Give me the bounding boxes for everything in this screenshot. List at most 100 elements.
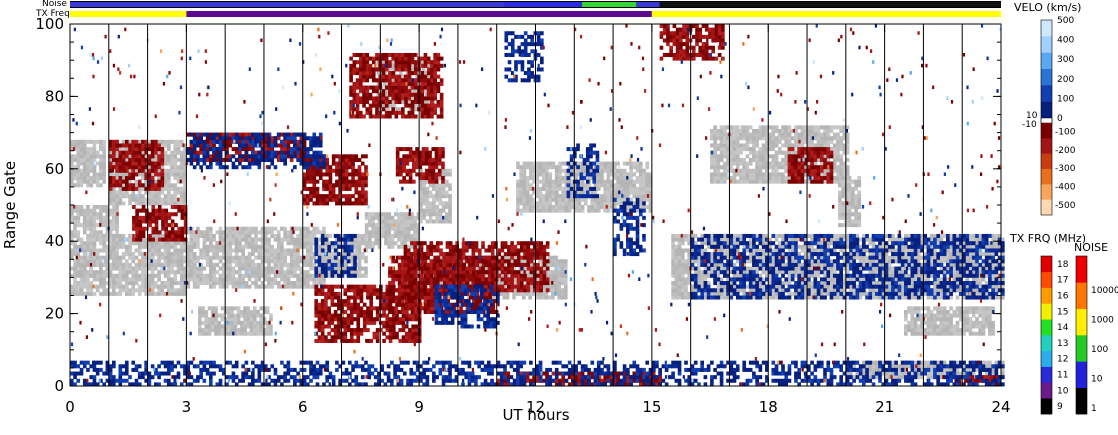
echo-cell — [849, 288, 853, 293]
echo-cell — [929, 237, 934, 242]
echo-cell — [810, 281, 814, 286]
echo-cell — [719, 262, 724, 267]
echo-cell — [703, 248, 708, 253]
echo-cell — [742, 262, 747, 267]
echo-cell — [99, 273, 103, 278]
echo-cell — [318, 237, 323, 242]
echo-cell — [305, 273, 310, 278]
echo-cell — [209, 226, 213, 231]
echo-cell — [205, 281, 210, 286]
echo-cell — [674, 233, 679, 238]
echo-cell — [781, 252, 785, 257]
echo-cell — [351, 255, 355, 260]
echo-cell — [547, 284, 552, 289]
echo-cell — [234, 255, 239, 260]
echo-cell — [173, 147, 178, 152]
echo-cell — [803, 291, 808, 296]
echo-cell — [371, 226, 375, 231]
echo-cell — [410, 212, 414, 217]
echo-cell — [173, 150, 178, 155]
echo-cell — [852, 288, 856, 293]
echo-cell — [849, 284, 853, 289]
echo-cell — [207, 317, 212, 322]
echo-cell — [755, 277, 759, 282]
echo-cell — [645, 161, 650, 166]
echo-cell — [86, 212, 90, 217]
echo-cell — [95, 179, 100, 184]
echo-cell — [975, 281, 979, 286]
echo-cell — [102, 154, 106, 159]
echo-cell — [583, 197, 588, 202]
echo-cell — [280, 266, 284, 271]
echo-cell — [441, 172, 446, 177]
echo-cell — [79, 208, 84, 213]
echo-cell — [554, 168, 559, 173]
echo-cell — [525, 186, 530, 191]
echo-cell — [933, 281, 937, 286]
echo-cell — [221, 273, 226, 278]
echo-cell — [968, 255, 973, 260]
echo-cell — [677, 237, 682, 242]
echo-cell — [371, 230, 375, 235]
echo-cell — [217, 331, 222, 336]
echo-cell — [891, 237, 895, 242]
echo-cell — [444, 190, 449, 195]
echo-cell — [525, 201, 530, 206]
echo-cell — [289, 281, 294, 286]
echo-cell — [907, 233, 911, 238]
echo-cell — [147, 277, 152, 282]
echo-cell — [674, 288, 679, 293]
echo-cell — [131, 259, 136, 264]
echo-cell — [564, 172, 569, 177]
echo-cell — [364, 212, 369, 217]
echo-cell — [577, 172, 582, 177]
echo-cell — [82, 270, 87, 275]
echo-cell — [635, 168, 640, 173]
echo-cell — [858, 295, 863, 300]
echo-cell — [144, 277, 148, 282]
echo-cell — [218, 244, 223, 249]
echo-cell — [270, 233, 275, 238]
echo-cell — [726, 295, 730, 300]
echo-cell — [929, 262, 934, 267]
echo-cell — [318, 244, 323, 249]
echo-cell — [377, 226, 382, 231]
echo-cell — [441, 183, 446, 188]
echo-cell — [619, 172, 624, 177]
echo-cell — [558, 161, 562, 166]
echo-cell — [560, 262, 565, 267]
echo-cell — [86, 284, 90, 289]
echo-cell — [357, 266, 362, 271]
echo-cell — [571, 179, 575, 184]
echo-cell — [600, 172, 604, 177]
echo-cell — [79, 262, 84, 267]
echo-cell — [112, 237, 116, 242]
echo-cell — [99, 157, 103, 162]
echo-cell — [73, 241, 77, 246]
echo-cell — [855, 252, 860, 257]
echo-cell — [79, 266, 84, 271]
echo-cell — [891, 270, 895, 275]
echo-cell — [70, 266, 74, 271]
echo-cell — [784, 262, 789, 267]
echo-cell — [179, 172, 184, 177]
echo-cell — [89, 233, 94, 238]
echo-cell — [82, 273, 87, 278]
echo-cell — [560, 266, 565, 271]
echo-cell — [108, 241, 113, 246]
echo-cell — [141, 194, 145, 199]
echo-cell — [900, 281, 905, 286]
echo-cell — [642, 205, 646, 210]
echo-cell — [868, 262, 873, 267]
echo-cell — [99, 154, 103, 159]
echo-cell — [884, 244, 889, 249]
echo-cell — [276, 270, 281, 275]
echo-cell — [742, 291, 747, 296]
echo-cell — [89, 161, 94, 166]
echo-cell — [259, 317, 264, 322]
echo-cell — [183, 183, 187, 188]
echo-cell — [228, 266, 233, 271]
echo-cell — [289, 255, 294, 260]
echo-cell — [198, 306, 202, 311]
echo-cell — [645, 183, 650, 188]
